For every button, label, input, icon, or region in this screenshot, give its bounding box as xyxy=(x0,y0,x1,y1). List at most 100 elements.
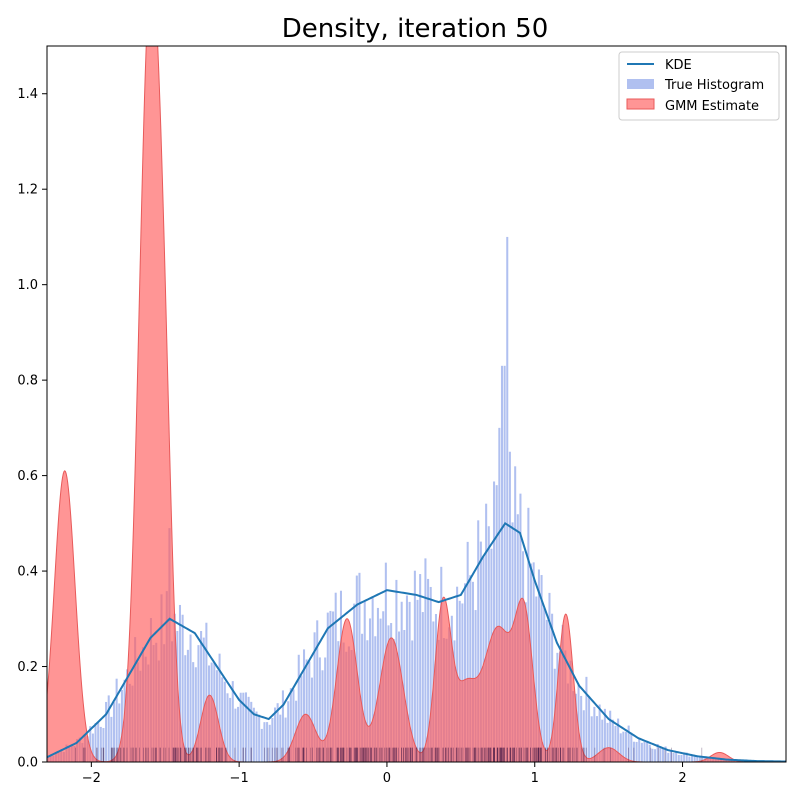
histogram-bar xyxy=(229,697,232,762)
histogram-bar xyxy=(221,677,224,762)
histogram-bar xyxy=(118,703,121,762)
plot-frame xyxy=(46,45,787,763)
histogram-bar xyxy=(469,575,472,762)
histogram-bar xyxy=(273,707,277,762)
histogram-bar xyxy=(424,558,427,762)
histogram-bar xyxy=(202,637,205,762)
x-tick-label: −2 xyxy=(82,771,101,786)
histogram-bar xyxy=(601,719,604,762)
histogram-bar xyxy=(105,701,108,762)
plot-area xyxy=(47,46,786,762)
histogram-bar xyxy=(332,611,335,762)
histogram-bar xyxy=(316,620,319,762)
histogram-bar xyxy=(667,752,670,762)
rug-marks xyxy=(75,747,703,762)
histogram-bar xyxy=(200,631,203,762)
histogram-bar xyxy=(102,728,105,762)
legend-gmm-label: GMM Estimate xyxy=(665,99,759,114)
histogram-bar xyxy=(239,692,242,762)
histogram-bar xyxy=(535,596,538,762)
histogram-bar xyxy=(503,365,506,762)
histogram-bar xyxy=(416,599,419,762)
histogram-bar xyxy=(485,503,488,762)
histogram-bar xyxy=(89,726,92,762)
histogram-bar xyxy=(514,466,517,762)
histogram-bar xyxy=(94,722,97,762)
histogram-bar xyxy=(500,365,503,762)
histogram-bar xyxy=(255,711,258,762)
histogram-bar xyxy=(205,622,208,762)
y-tick-label: 0.8 xyxy=(17,374,38,389)
histogram-bar xyxy=(115,678,118,762)
y-tick-label: 0.2 xyxy=(17,660,38,675)
histogram-bar xyxy=(287,701,290,762)
histogram-bar xyxy=(284,717,287,762)
histogram-bar xyxy=(661,747,664,762)
histogram-bar xyxy=(617,718,620,762)
histogram-bar xyxy=(606,722,609,762)
histogram-bar xyxy=(247,696,250,762)
legend-kde-label: KDE xyxy=(665,58,692,73)
histogram-bar xyxy=(234,708,237,762)
histogram-bar xyxy=(619,733,622,762)
histogram-bar xyxy=(271,717,274,762)
histogram-bar xyxy=(614,725,617,762)
histogram-bar xyxy=(693,756,696,762)
histogram-bar xyxy=(260,728,263,762)
histogram-bar xyxy=(427,578,430,762)
x-tick-label: 2 xyxy=(678,771,686,786)
histogram-bar xyxy=(313,632,316,762)
histogram-bar xyxy=(374,636,377,762)
kde-line xyxy=(47,521,786,762)
histogram-bar xyxy=(506,236,509,762)
histogram-bar xyxy=(611,719,614,762)
histogram-bar xyxy=(688,756,691,762)
histogram-bar xyxy=(237,706,240,762)
histogram-bar xyxy=(419,574,422,762)
histogram-bar xyxy=(580,695,583,762)
histogram-bar xyxy=(590,716,593,762)
legend-histogram-swatch xyxy=(627,79,654,89)
histogram-bar xyxy=(411,640,414,762)
histogram-bar xyxy=(318,657,321,762)
histogram-bar xyxy=(184,655,187,762)
histogram-bar xyxy=(646,741,649,762)
x-tick-label: 0 xyxy=(383,771,391,786)
histogram-bar xyxy=(178,604,181,762)
histogram-bar xyxy=(672,752,675,762)
histogram-bar xyxy=(683,752,686,762)
histogram-bar xyxy=(194,667,197,762)
histogram-bar xyxy=(289,688,292,762)
histogram-bar xyxy=(186,649,189,762)
histogram-bar xyxy=(508,451,511,762)
histogram-bar xyxy=(595,716,599,762)
histogram-bar xyxy=(258,714,261,762)
histogram-bar xyxy=(250,701,253,762)
histogram-bar xyxy=(297,654,300,762)
histogram-bar xyxy=(218,653,221,762)
histogram-bar xyxy=(413,570,416,762)
histogram-bar xyxy=(493,481,496,762)
histogram-bar xyxy=(244,692,247,762)
histogram-bar xyxy=(669,751,672,762)
histogram-bar xyxy=(630,732,633,762)
histogram-bar xyxy=(91,733,94,762)
x-tick-label: −1 xyxy=(230,771,249,786)
histogram-bar xyxy=(648,744,651,762)
histogram-bar xyxy=(421,612,424,762)
gmm-estimate-area xyxy=(47,46,786,762)
histogram-bar xyxy=(543,607,546,762)
histogram-bar xyxy=(252,707,255,762)
histogram-bar xyxy=(664,746,667,762)
histogram-bar xyxy=(593,706,596,762)
histogram-bar xyxy=(363,601,366,762)
chart-title: Density, iteration 50 xyxy=(282,14,549,44)
histogram-bar xyxy=(643,741,646,762)
histogram-bar xyxy=(408,601,411,762)
y-tick-label: 0.0 xyxy=(17,756,38,771)
histogram-bar xyxy=(680,754,683,762)
y-tick-label: 0.4 xyxy=(17,565,38,580)
histogram-bar xyxy=(281,690,284,762)
histogram-bar xyxy=(659,747,662,762)
